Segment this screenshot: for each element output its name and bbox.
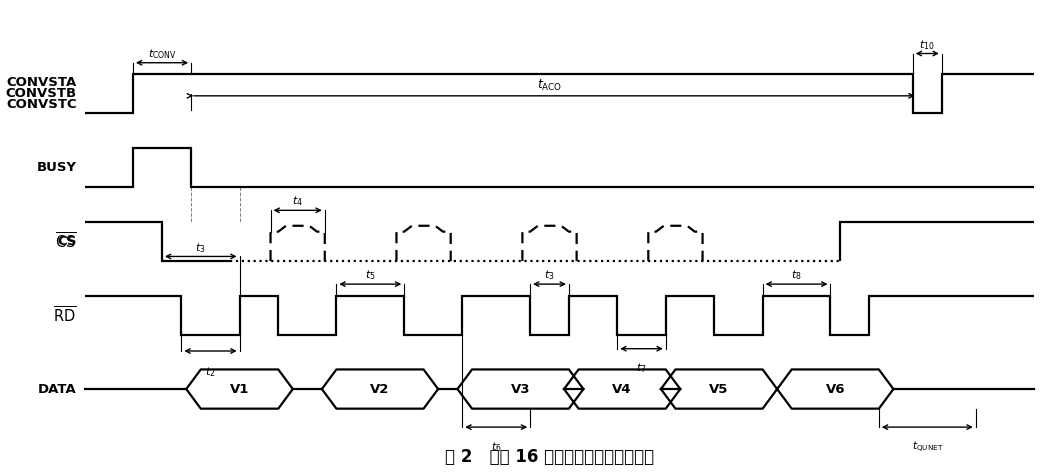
Text: $\overline{\mathrm{RD}}$: $\overline{\mathrm{RD}}$ (54, 305, 77, 326)
Text: $t_{\rm CONV}$: $t_{\rm CONV}$ (148, 47, 176, 61)
Text: $t_{\rm QUNET}$: $t_{\rm QUNET}$ (911, 440, 943, 455)
Text: $t_4$: $t_4$ (293, 195, 303, 208)
Text: $t_2$: $t_2$ (205, 365, 215, 378)
Text: V6: V6 (826, 383, 845, 396)
Text: CONVSTB: CONVSTB (5, 88, 77, 100)
Text: CONVSTA: CONVSTA (6, 76, 77, 89)
Text: $t_6$: $t_6$ (491, 440, 502, 454)
Text: DATA: DATA (38, 383, 77, 396)
Text: $t_7$: $t_7$ (636, 362, 647, 376)
Text: BUSY: BUSY (37, 161, 77, 174)
Text: $t_8$: $t_8$ (791, 268, 802, 282)
Text: V3: V3 (511, 383, 530, 396)
Text: V2: V2 (371, 383, 390, 396)
Text: V5: V5 (710, 383, 729, 396)
Text: $t_5$: $t_5$ (365, 268, 376, 282)
Text: V4: V4 (612, 383, 631, 396)
Text: $t_3$: $t_3$ (544, 268, 554, 282)
Text: $\overline{\mathrm{CS}}$: $\overline{\mathrm{CS}}$ (55, 231, 77, 251)
Text: $t_{\rm ACO}$: $t_{\rm ACO}$ (536, 78, 562, 93)
Text: CS: CS (57, 235, 77, 248)
Text: $t_{10}$: $t_{10}$ (920, 38, 936, 52)
Text: V1: V1 (230, 383, 249, 396)
Text: 图 2   内部 16 位并行接口模式转换时序: 图 2 内部 16 位并行接口模式转换时序 (445, 448, 654, 466)
Text: $t_3$: $t_3$ (195, 241, 206, 255)
Text: CONVSTC: CONVSTC (6, 99, 77, 111)
